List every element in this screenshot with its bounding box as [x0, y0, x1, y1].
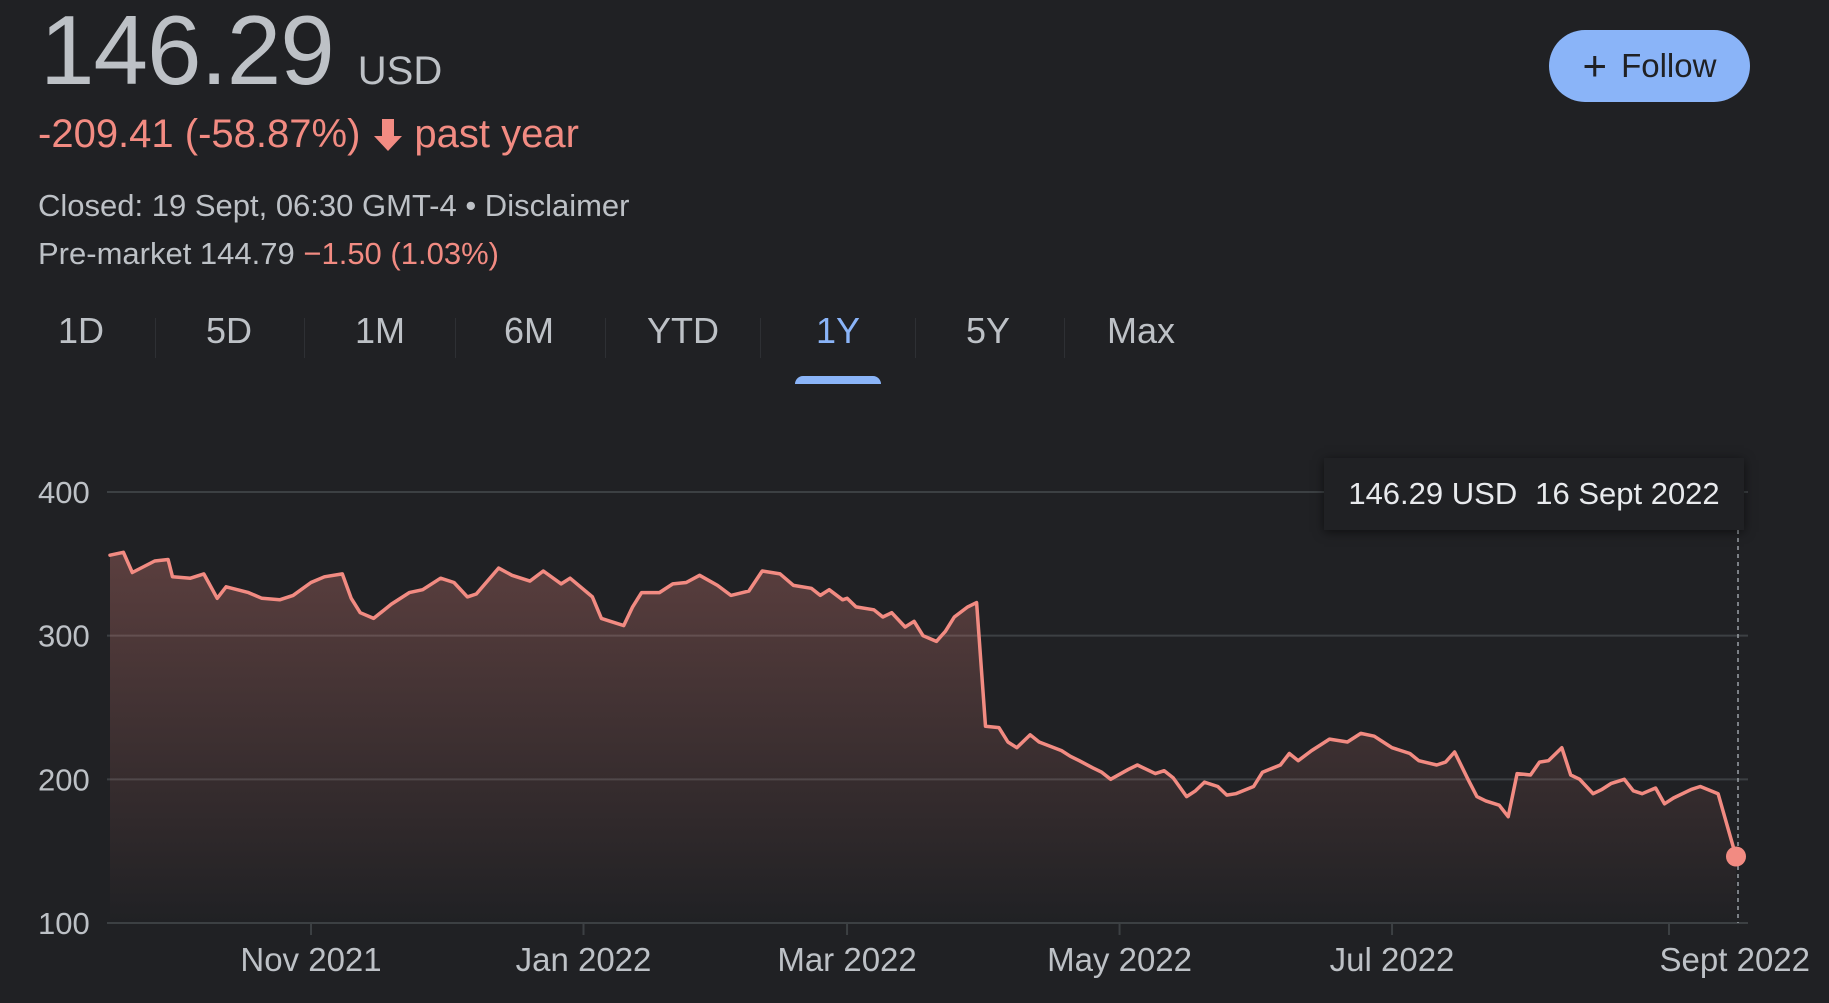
tab-label: YTD	[647, 310, 719, 351]
price-area-fill	[110, 552, 1736, 923]
tab-5y[interactable]: 5Y	[918, 310, 1058, 390]
change-value: -209.41 (-58.87%)	[38, 112, 361, 156]
plus-icon: +	[1582, 42, 1608, 89]
price-chart[interactable]: 400 300 200 100 Nov 2021 Jan 2022 Mar 2022 May …	[0, 400, 1829, 1003]
tab-divider	[304, 318, 305, 358]
tab-1m[interactable]: 1M	[310, 310, 450, 390]
last-point-marker	[1726, 846, 1746, 867]
follow-label: Follow	[1621, 47, 1717, 84]
follow-button[interactable]: + Follow	[1549, 30, 1750, 102]
y-tick-label: 300	[38, 619, 90, 654]
y-tick-label: 400	[38, 475, 90, 510]
tab-5d[interactable]: 5D	[159, 310, 299, 390]
tab-label: Max	[1106, 310, 1175, 351]
tooltip-date: 16 Sept 2022	[1535, 476, 1720, 511]
premarket-change: −1.50 (1.03%)	[303, 236, 499, 271]
x-tick-label: Mar 2022	[777, 941, 916, 978]
tab-ytd[interactable]: YTD	[613, 310, 753, 390]
x-tick-label: May 2022	[1047, 941, 1192, 978]
tab-label: 1Y	[815, 310, 861, 351]
tab-label: 5D	[205, 310, 253, 351]
closed-text[interactable]: Closed: 19 Sept, 06:30 GMT-4 • Disclaime…	[38, 188, 630, 223]
change-period: past year	[414, 112, 579, 156]
active-tab-indicator	[795, 376, 881, 384]
range-tabs: 1D 5D 1M 6M YTD 1Y 5Y Max	[0, 310, 1229, 390]
tab-max[interactable]: Max	[1071, 310, 1211, 390]
tab-label: 5Y	[965, 310, 1011, 351]
price-row: 146.29 USD	[40, 0, 442, 107]
x-tick-label: Sept 2022	[1660, 941, 1810, 978]
tab-1d[interactable]: 1D	[11, 310, 151, 390]
x-tick-label: Jul 2022	[1330, 941, 1455, 978]
arrow-down-icon	[374, 118, 403, 151]
y-tick-label: 200	[38, 762, 90, 797]
closed-status: Closed: 19 Sept, 06:30 GMT-4 • Disclaime…	[38, 188, 629, 224]
tab-divider	[605, 318, 606, 358]
tab-divider	[1064, 318, 1065, 358]
premarket-status: Pre-market 144.79 −1.50 (1.03%)	[38, 236, 499, 272]
x-tick-label: Nov 2021	[240, 941, 381, 978]
price-change: -209.41 (-58.87%) past year	[38, 112, 579, 157]
premarket-label: Pre-market 144.79	[38, 236, 295, 271]
tab-label: 1M	[354, 310, 405, 351]
tooltip-value: 146.29 USD	[1348, 476, 1518, 511]
tab-divider	[455, 318, 456, 358]
price-line	[108, 550, 1738, 859]
tab-divider	[155, 318, 156, 358]
tab-label: 1D	[57, 310, 105, 351]
chart-tooltip: 146.29 USD 16 Sept 2022	[1324, 458, 1744, 530]
tab-label: 6M	[503, 310, 554, 351]
current-price: 146.29	[40, 0, 335, 105]
currency-label: USD	[357, 49, 443, 93]
x-tick-label: Jan 2022	[516, 941, 652, 978]
tab-6m[interactable]: 6M	[459, 310, 599, 390]
y-tick-label: 100	[38, 906, 90, 941]
tab-1y[interactable]: 1Y	[768, 310, 908, 390]
tab-divider	[915, 318, 916, 358]
tab-divider	[760, 318, 761, 358]
